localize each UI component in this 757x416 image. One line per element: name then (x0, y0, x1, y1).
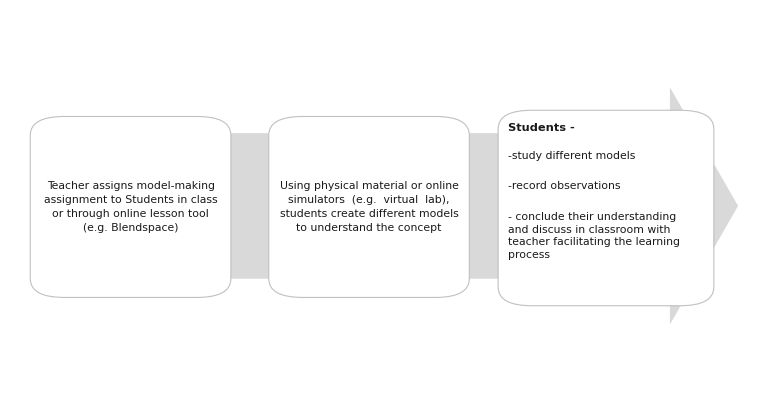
Text: -study different models: -study different models (508, 151, 635, 161)
Polygon shape (49, 87, 738, 324)
FancyBboxPatch shape (498, 110, 714, 306)
Text: - conclude their understanding
and discuss in classroom with
teacher facilitatin: - conclude their understanding and discu… (508, 212, 680, 260)
Text: -record observations: -record observations (508, 181, 621, 191)
Text: Students -: Students - (508, 123, 575, 133)
Text: Teacher assigns model-making
assignment to Students in class
or through online l: Teacher assigns model-making assignment … (44, 181, 217, 233)
Text: Using physical material or online
simulators  (e.g.  virtual  lab),
students cre: Using physical material or online simula… (279, 181, 459, 233)
FancyBboxPatch shape (269, 116, 469, 297)
FancyBboxPatch shape (30, 116, 231, 297)
